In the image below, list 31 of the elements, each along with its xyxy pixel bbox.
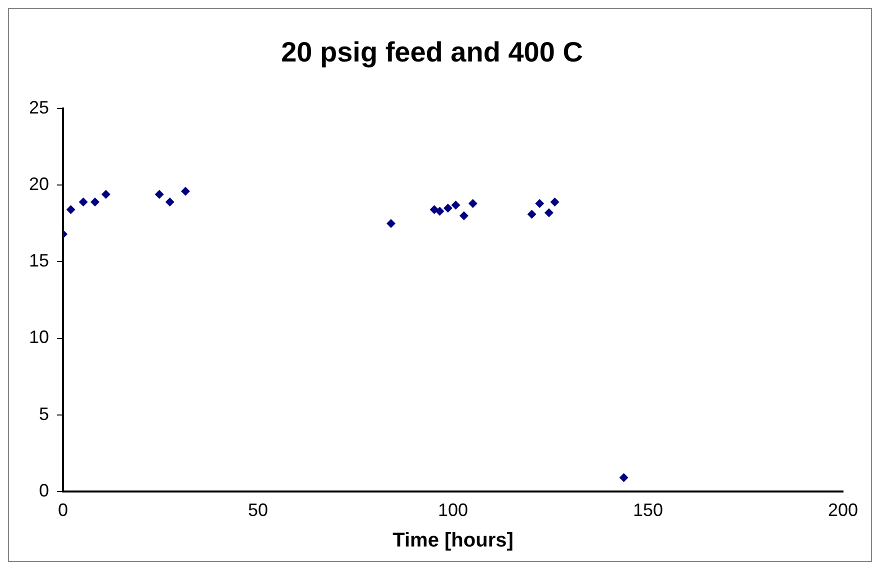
point bbox=[468, 199, 478, 208]
point bbox=[443, 204, 452, 213]
x-tick-label: 150 bbox=[632, 500, 664, 520]
point bbox=[527, 210, 536, 219]
y-tick-label: 10 bbox=[28, 327, 50, 348]
point bbox=[544, 208, 554, 218]
point bbox=[66, 205, 76, 214]
point bbox=[550, 198, 560, 207]
y-tick-label: 0 bbox=[39, 480, 50, 500]
x-tick-label: 100 bbox=[438, 500, 468, 520]
y-tick-label: 5 bbox=[39, 404, 50, 424]
point bbox=[154, 190, 164, 199]
chart-title: 20 psig feed and 400 C bbox=[281, 36, 583, 68]
x-axis-title: Time [hours] bbox=[392, 530, 514, 552]
x-tick-label: 50 bbox=[248, 500, 268, 520]
point bbox=[78, 198, 88, 207]
y-tick-label: 15 bbox=[28, 250, 50, 271]
point bbox=[459, 211, 468, 220]
point bbox=[90, 198, 100, 207]
x-tick-label: 200 bbox=[828, 500, 858, 520]
y-tick-label: 20 bbox=[28, 174, 50, 194]
point bbox=[386, 218, 396, 228]
point bbox=[180, 186, 190, 196]
point bbox=[435, 206, 444, 216]
point bbox=[165, 198, 174, 207]
point bbox=[101, 190, 110, 199]
point bbox=[451, 200, 460, 210]
point bbox=[619, 473, 628, 482]
y-tick-label: 25 bbox=[28, 98, 50, 118]
point bbox=[535, 199, 544, 208]
x-tick-label: 0 bbox=[58, 500, 68, 520]
